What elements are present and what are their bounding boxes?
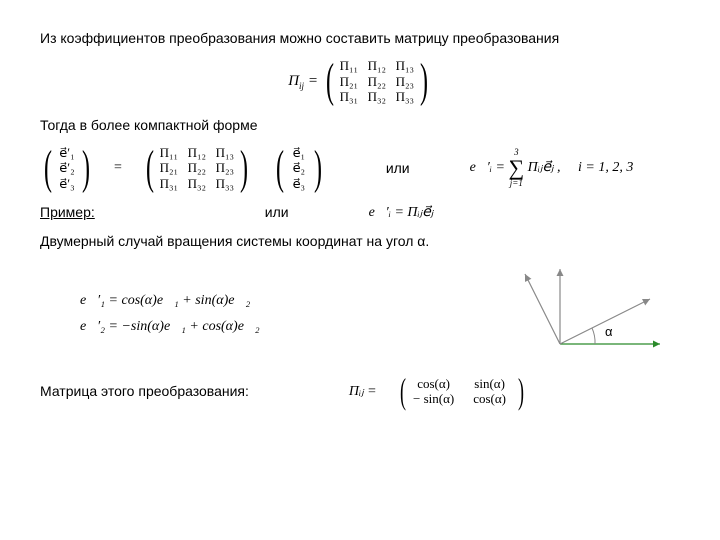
vector-equation-row: ( e⃗′₁ e⃗′₂ e⃗′₃ ) = ( Π₁₁Π₁₂Π₁₃ Π₂₁Π₂₂Π… (40, 145, 680, 192)
compact-equation: e⃗′ᵢ = Πᵢⱼe⃗ⱼ (369, 204, 434, 221)
compact-text: Тогда в более компактной форме (40, 117, 680, 133)
twod-text: Двумерный случай вращения системы коорди… (40, 233, 680, 249)
rotation-row: e⃗′₁ = cos(α)e⃗₁ + sin(α)e⃗₂ e⃗′₂ = −sin… (40, 264, 680, 364)
alpha-label: α (605, 324, 613, 339)
result-row: Матрица этого преобразования: Πᵢⱼ = ( co… (40, 376, 680, 407)
sum-equation: e⃗′ᵢ = 3 ∑ j=1 Πᵢⱼe⃗ⱼ , i = 1, 2, 3 (470, 148, 634, 188)
result-lhs: Πᵢⱼ = (349, 383, 377, 400)
intro-text: Из коэффициентов преобразования можно со… (40, 30, 680, 46)
matrix-result-label: Матрица этого преобразования: (40, 383, 249, 399)
or-label-2: или (265, 204, 289, 220)
example-row: Пример: или e⃗′ᵢ = Πᵢⱼe⃗ⱼ (40, 204, 680, 221)
matrix-3x3: ( Π₁₁Π₁₂Π₁₃ Π₂₁Π₂₂Π₂₃ Π₃₁Π₃₂Π₃₃ ) (322, 58, 432, 105)
example-label: Пример: (40, 204, 95, 220)
matrix-definition: Πij = ( Π₁₁Π₁₂Π₁₃ Π₂₁Π₂₂Π₂₃ Π₃₁Π₃₂Π₃₃ ) (40, 58, 680, 105)
rotation-equations: e⃗′₁ = cos(α)e⃗₁ + sin(α)e⃗₂ e⃗′₂ = −sin… (80, 293, 260, 335)
result-matrix: ( cos(α)sin(α) − sin(α)cos(α) ) (397, 376, 527, 407)
vec-lhs: ( e⃗′₁ e⃗′₂ e⃗′₃ ) (40, 145, 94, 192)
vec-rhs: ( e⃗₁ e⃗₂ e⃗₃ ) (272, 145, 326, 192)
axes-diagram: α (500, 264, 680, 364)
or-label-1: или (386, 160, 410, 176)
vec-matrix: ( Π₁₁Π₁₂Π₁₃ Π₂₁Π₂₂Π₂₃ Π₃₁Π₃₂Π₃₃ ) (142, 145, 252, 192)
lhs-symbol: Πij = (288, 73, 318, 89)
